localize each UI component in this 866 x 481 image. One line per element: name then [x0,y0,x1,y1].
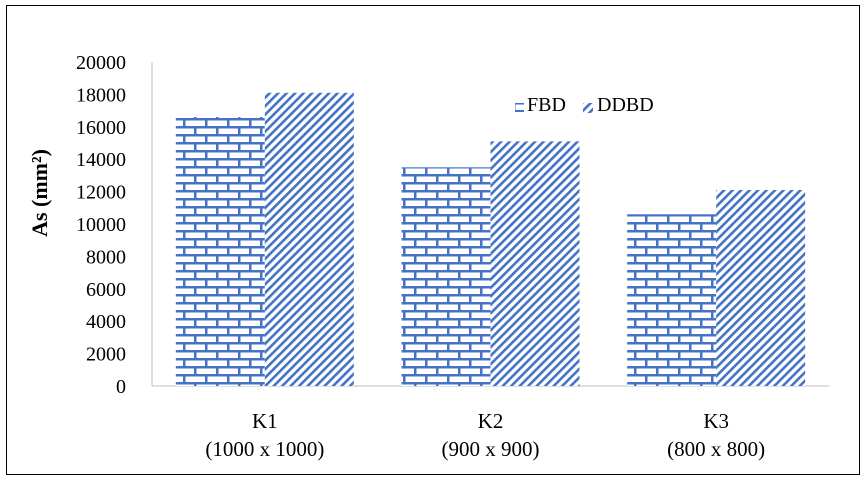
y-tick-label: 10000 [76,214,126,236]
y-tick-label: 0 [116,376,126,398]
y-tick-label: 8000 [86,246,126,268]
bar-fbd-k1 [175,117,265,386]
x-category-sublabel: (1000 x 1000) [205,437,324,461]
legend-label-ddbd: DDBD [597,94,654,116]
bar-fbd-k3 [627,214,717,386]
bar-fbd-k2 [401,167,491,386]
bar-chart: 0 2000 4000 6000 8000 10000 12000 14000 16000 180… [27,52,829,461]
y-tick-label: 4000 [86,311,126,333]
y-tick-label: 2000 [86,344,126,366]
legend-swatch-fbd [515,103,524,112]
bar-ddbd-k2 [490,141,580,386]
x-category-sublabel: (900 x 900) [442,437,540,461]
bar-ddbd-k3 [716,189,806,386]
chart-frame: 0 2000 4000 6000 8000 10000 12000 14000 16000 180… [6,5,860,475]
y-tick-label: 14000 [76,149,126,171]
legend-swatch-ddbd [583,103,593,113]
y-tick-label: 20000 [76,52,126,74]
y-tick-label: 6000 [86,279,126,301]
axis-labels: 0 2000 4000 6000 8000 10000 12000 14000 16000 180… [76,52,765,461]
y-tick-label: 12000 [76,182,126,204]
x-category-label: K2 [478,409,504,433]
x-category-label: K1 [252,409,278,433]
x-category-label: K3 [703,409,729,433]
legend-label-fbd: FBD [527,94,566,116]
y-tick-label: 16000 [76,117,126,139]
y-axis-title: As (mm²) [27,149,52,237]
bar-ddbd-k1 [264,92,354,386]
bars [175,92,806,386]
x-category-sublabel: (800 x 800) [667,437,765,461]
legend: FBD DDBD [515,94,654,116]
y-tick-label: 18000 [76,84,126,106]
